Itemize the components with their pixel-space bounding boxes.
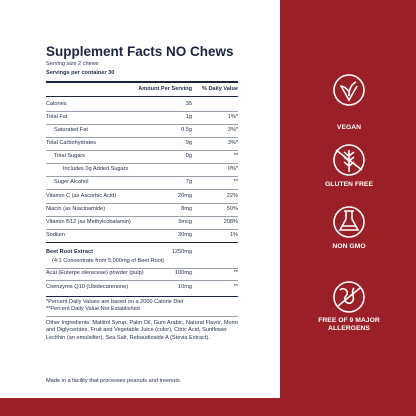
row-dv: 22% <box>226 193 238 199</box>
row-dv: ** <box>233 284 238 290</box>
row-rule <box>46 149 238 151</box>
row-rule <box>46 241 238 243</box>
row-label: Sodium <box>46 232 65 238</box>
row-label: Niacin (as Niacinamide) <box>46 206 106 212</box>
row-amount: 30mg <box>178 232 192 238</box>
footnote: **Percent Daily Value Not Established <box>46 306 140 312</box>
row-rule <box>46 110 238 112</box>
footnote: *Percent Daily Values are based on a 200… <box>46 299 184 305</box>
row-dv: 3%* <box>227 127 238 133</box>
row-dv: 208% <box>223 219 238 225</box>
other-ingredients: Other Ingredients: Maltitol Syrup, Palm … <box>46 320 238 341</box>
row-rule <box>46 175 238 177</box>
row-amount: 0.5g <box>181 127 192 133</box>
row-label: Coenzyme Q10 (Ubidecarenone) <box>46 284 129 290</box>
row-label: Vitamin B12 (as Methylcobalamin) <box>46 219 131 225</box>
row-amount: 35 <box>185 101 192 107</box>
row-label: Includes 0g Added Sugars <box>63 166 129 172</box>
row-amount: 8mg <box>181 206 192 212</box>
row-amount: 5mcg <box>178 219 192 225</box>
rule <box>46 316 238 317</box>
row-amount: 1250mg <box>171 249 192 255</box>
row-label: Saturated Fat <box>54 127 88 133</box>
row-dv: ** <box>233 179 238 185</box>
row-rule <box>46 215 238 217</box>
serving-size: Serving size 2 chews <box>46 61 99 67</box>
row-amount: 10mg <box>178 284 192 290</box>
row-label: Beet Root Extract <box>46 249 93 255</box>
row-dv: 3%* <box>227 140 238 146</box>
title: Supplement Facts NO Chews <box>46 44 234 59</box>
badge: FREE OF 9 MAJOR ALLERGENS <box>318 317 380 332</box>
header-dv: % Daily Value <box>201 86 238 92</box>
row-dv: 50% <box>226 206 238 212</box>
row-label: Total Fat <box>46 114 68 120</box>
row-label: Vitamin C (as Ascorbic Acid) <box>46 193 117 199</box>
red-strip <box>0 398 416 416</box>
row-rule <box>46 162 238 164</box>
header-amount: Amount Per Serving <box>138 86 192 92</box>
red-panel <box>280 0 416 416</box>
row-rule <box>46 136 238 138</box>
row-amount: 0g <box>185 153 192 159</box>
badge: VEGAN <box>336 124 362 131</box>
row-label: Total Sugars <box>54 153 86 159</box>
row-dv: 1%* <box>227 114 238 120</box>
rule <box>46 81 238 83</box>
row-amount: 1g <box>185 114 192 120</box>
row-label: Acai (Euterpe oleraceae) powder (pulp) <box>46 270 144 276</box>
badge: NON GMO <box>332 243 366 250</box>
row-rule <box>46 279 238 281</box>
row-amount: 9g <box>185 140 192 146</box>
rule <box>46 296 238 297</box>
facility: Made in a facility that processes peanut… <box>46 378 182 384</box>
row-dv: ** <box>233 153 238 159</box>
row-rule <box>46 123 238 125</box>
icons <box>333 74 365 313</box>
row-amount: 20mg <box>178 193 192 199</box>
row-label: Suger Alcohol <box>54 179 89 185</box>
row-rule <box>46 202 238 204</box>
badge: GLUTEN FREE <box>325 181 373 188</box>
row-rule <box>46 228 238 230</box>
row-amount: 100mg <box>174 270 192 276</box>
row-rule <box>46 188 238 190</box>
row-label: Total Carbohydrates <box>46 140 97 146</box>
servings: Servings per container 30 <box>46 70 115 76</box>
rule <box>46 96 238 97</box>
row-label: (4:1 Concentrate from 5,000mg of Beet Ro… <box>52 258 165 264</box>
row-dv: ** <box>233 270 238 276</box>
row-label: Calories <box>46 101 67 107</box>
row-dv: 1% <box>229 232 238 238</box>
row-rule <box>46 267 238 269</box>
row-dv: 0%* <box>227 166 238 172</box>
row-amount: 7g <box>185 179 192 185</box>
